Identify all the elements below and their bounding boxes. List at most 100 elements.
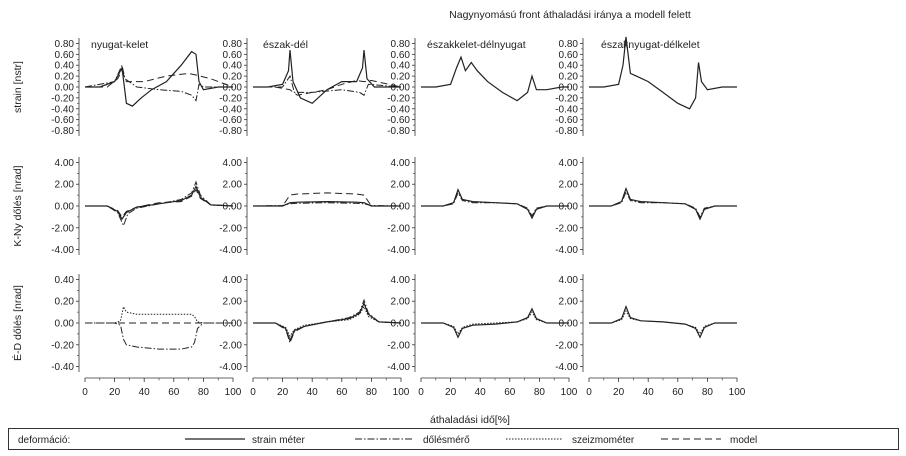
x-tick-label: 0: [250, 387, 256, 398]
x-tick-label: 100: [729, 387, 746, 398]
x-tick-label: 40: [475, 387, 487, 398]
series-line-dőlésmérő: [252, 202, 402, 207]
y-tick-label: 0.00: [223, 319, 243, 330]
y-tick-label: 2.00: [391, 180, 411, 191]
y-tick-label: -0.60: [51, 115, 74, 126]
legend-svg: deformáció: strain méter dőlésmérő szeizmom…: [18, 435, 757, 446]
y-tick-label: -0.40: [51, 362, 74, 373]
series-line-strain-méter: [421, 55, 569, 102]
y-tick-label: -0.20: [51, 340, 74, 351]
panel-0-2: 0.800.600.400.200.00-0.20-0.40-0.60-0.80…: [387, 38, 569, 137]
x-tick-label: 20: [277, 387, 289, 398]
panel-title: észak-dél: [263, 39, 308, 51]
series-line-strain-méter: [85, 50, 233, 107]
y-tick-label: -0.60: [387, 115, 410, 126]
y-tick-label: -2.00: [387, 223, 410, 234]
panel-1-2: 4.00 2.00 0.00 -2.00 -4.00: [387, 157, 569, 256]
series-line-szeizmométer: [253, 305, 402, 338]
x-tick-label: 80: [534, 387, 546, 398]
y-tick-label: 0.20: [223, 72, 243, 83]
legend-item-0: strain méter: [252, 435, 305, 446]
y-tick-label: -0.20: [219, 93, 242, 104]
y-tick-label: 4.00: [223, 158, 243, 169]
y-tick-label: 0.00: [391, 202, 411, 213]
panel-title: északkelet-délnyugat: [427, 39, 526, 51]
series-line-model: [85, 188, 234, 218]
row-label-1: K-Ny dőlés [nrad]: [12, 165, 24, 246]
panel-0-1: 0.800.600.400.200.00-0.20-0.40-0.60-0.80…: [219, 38, 402, 137]
y-tick-label: -4.00: [387, 362, 410, 373]
y-tick-label: -4.00: [555, 245, 578, 256]
y-tick-label: 2.00: [559, 180, 579, 191]
x-axis-label: áthaladási idő[%]: [430, 414, 510, 426]
y-tick-label: -4.00: [51, 245, 74, 256]
panel-1-1: 4.00 2.00 0.00 -2.00 -4.00: [219, 157, 402, 256]
x-tick-label: 60: [672, 387, 684, 398]
y-tick-label: -0.60: [219, 115, 242, 126]
y-tick-label: -0.60: [555, 115, 578, 126]
y-tick-label: 0.20: [55, 297, 75, 308]
panel-0-0: 0.800.600.400.200.00-0.20-0.40-0.60-0.80…: [51, 38, 234, 137]
series-line-model: [85, 69, 234, 88]
x-tick-label: 80: [702, 387, 714, 398]
legend-item-3: model: [730, 435, 757, 446]
y-tick-label: 4.00: [55, 158, 75, 169]
y-tick-label: 0.20: [559, 72, 579, 83]
y-tick-label: 0.20: [391, 72, 411, 83]
y-tick-label: 0.00: [559, 202, 579, 213]
y-tick-label: 0.00: [391, 83, 411, 94]
y-tick-label: 4.00: [559, 158, 579, 169]
chart-title: Nagynyomású front áthaladási iránya a mo…: [449, 9, 691, 21]
y-tick-label: -2.00: [51, 223, 74, 234]
series-line-model: [253, 192, 401, 207]
y-tick-label: 0.20: [55, 72, 75, 83]
x-tick-label: 0: [586, 387, 592, 398]
y-tick-label: 4.00: [391, 275, 411, 286]
y-tick-label: 0.40: [559, 61, 579, 72]
y-tick-label: 0.80: [391, 39, 411, 50]
y-tick-label: -2.00: [219, 340, 242, 351]
panel-2-0: 0.40 0.20 0.00 -0.20 -0.40 0 20 40 60 80 100: [51, 274, 242, 398]
y-tick-label: 4.00: [391, 158, 411, 169]
y-tick-label: 0.40: [55, 275, 75, 286]
y-tick-label: 0.40: [223, 61, 243, 72]
series-line-szeizmométer: [85, 305, 233, 324]
legend-item-2: szeizmométer: [572, 435, 635, 446]
y-tick-label: 0.60: [559, 50, 579, 61]
series-line-model: [253, 79, 402, 96]
y-tick-label: 0.00: [223, 83, 243, 94]
x-tick-label: 0: [418, 387, 424, 398]
panel-title: nyugat-kelet: [91, 39, 148, 51]
series-line-szeizmométer: [589, 309, 737, 335]
y-tick-label: 0.00: [559, 83, 579, 94]
y-tick-label: 0.80: [55, 39, 75, 50]
y-tick-label: 0.00: [391, 319, 411, 330]
y-tick-label: -2.00: [555, 340, 578, 351]
panel-2-3: 4.00 2.00 0.00 -2.00 -4.00 0 20 40 60 80 100: [555, 274, 746, 398]
y-tick-label: -2.00: [219, 223, 242, 234]
panel-1-3: 4.00 2.00 0.00 -2.00 -4.00: [555, 157, 737, 256]
series-line-dőlésmérő: [253, 74, 402, 96]
x-tick-label: 40: [643, 387, 655, 398]
y-tick-label: 0.00: [55, 202, 75, 213]
y-tick-label: -0.20: [387, 93, 410, 104]
y-tick-label: 0.00: [559, 319, 579, 330]
y-tick-label: -0.40: [51, 104, 74, 115]
y-tick-label: 2.00: [223, 297, 243, 308]
series-line-strain-méter: [589, 36, 737, 110]
series-line-dőlésmérő: [85, 180, 234, 227]
y-tick-label: -0.40: [219, 104, 242, 115]
y-tick-label: 0.60: [391, 50, 411, 61]
x-tick-label: 100: [561, 387, 578, 398]
y-tick-label: -0.80: [387, 126, 410, 137]
y-tick-label: 4.00: [559, 275, 579, 286]
x-tick-label: 80: [198, 387, 210, 398]
row-label-0: strain [nstr]: [12, 61, 24, 113]
series-line-dőlésmérő: [84, 63, 233, 102]
panel-1-0: 4.00 2.00 0.00 -2.00 -4.00: [51, 157, 234, 256]
y-tick-label: 0.00: [55, 319, 75, 330]
y-tick-label: 2.00: [391, 297, 411, 308]
x-tick-label: 20: [109, 387, 121, 398]
legend-label: deformáció:: [18, 435, 70, 446]
x-tick-label: 100: [225, 387, 242, 398]
